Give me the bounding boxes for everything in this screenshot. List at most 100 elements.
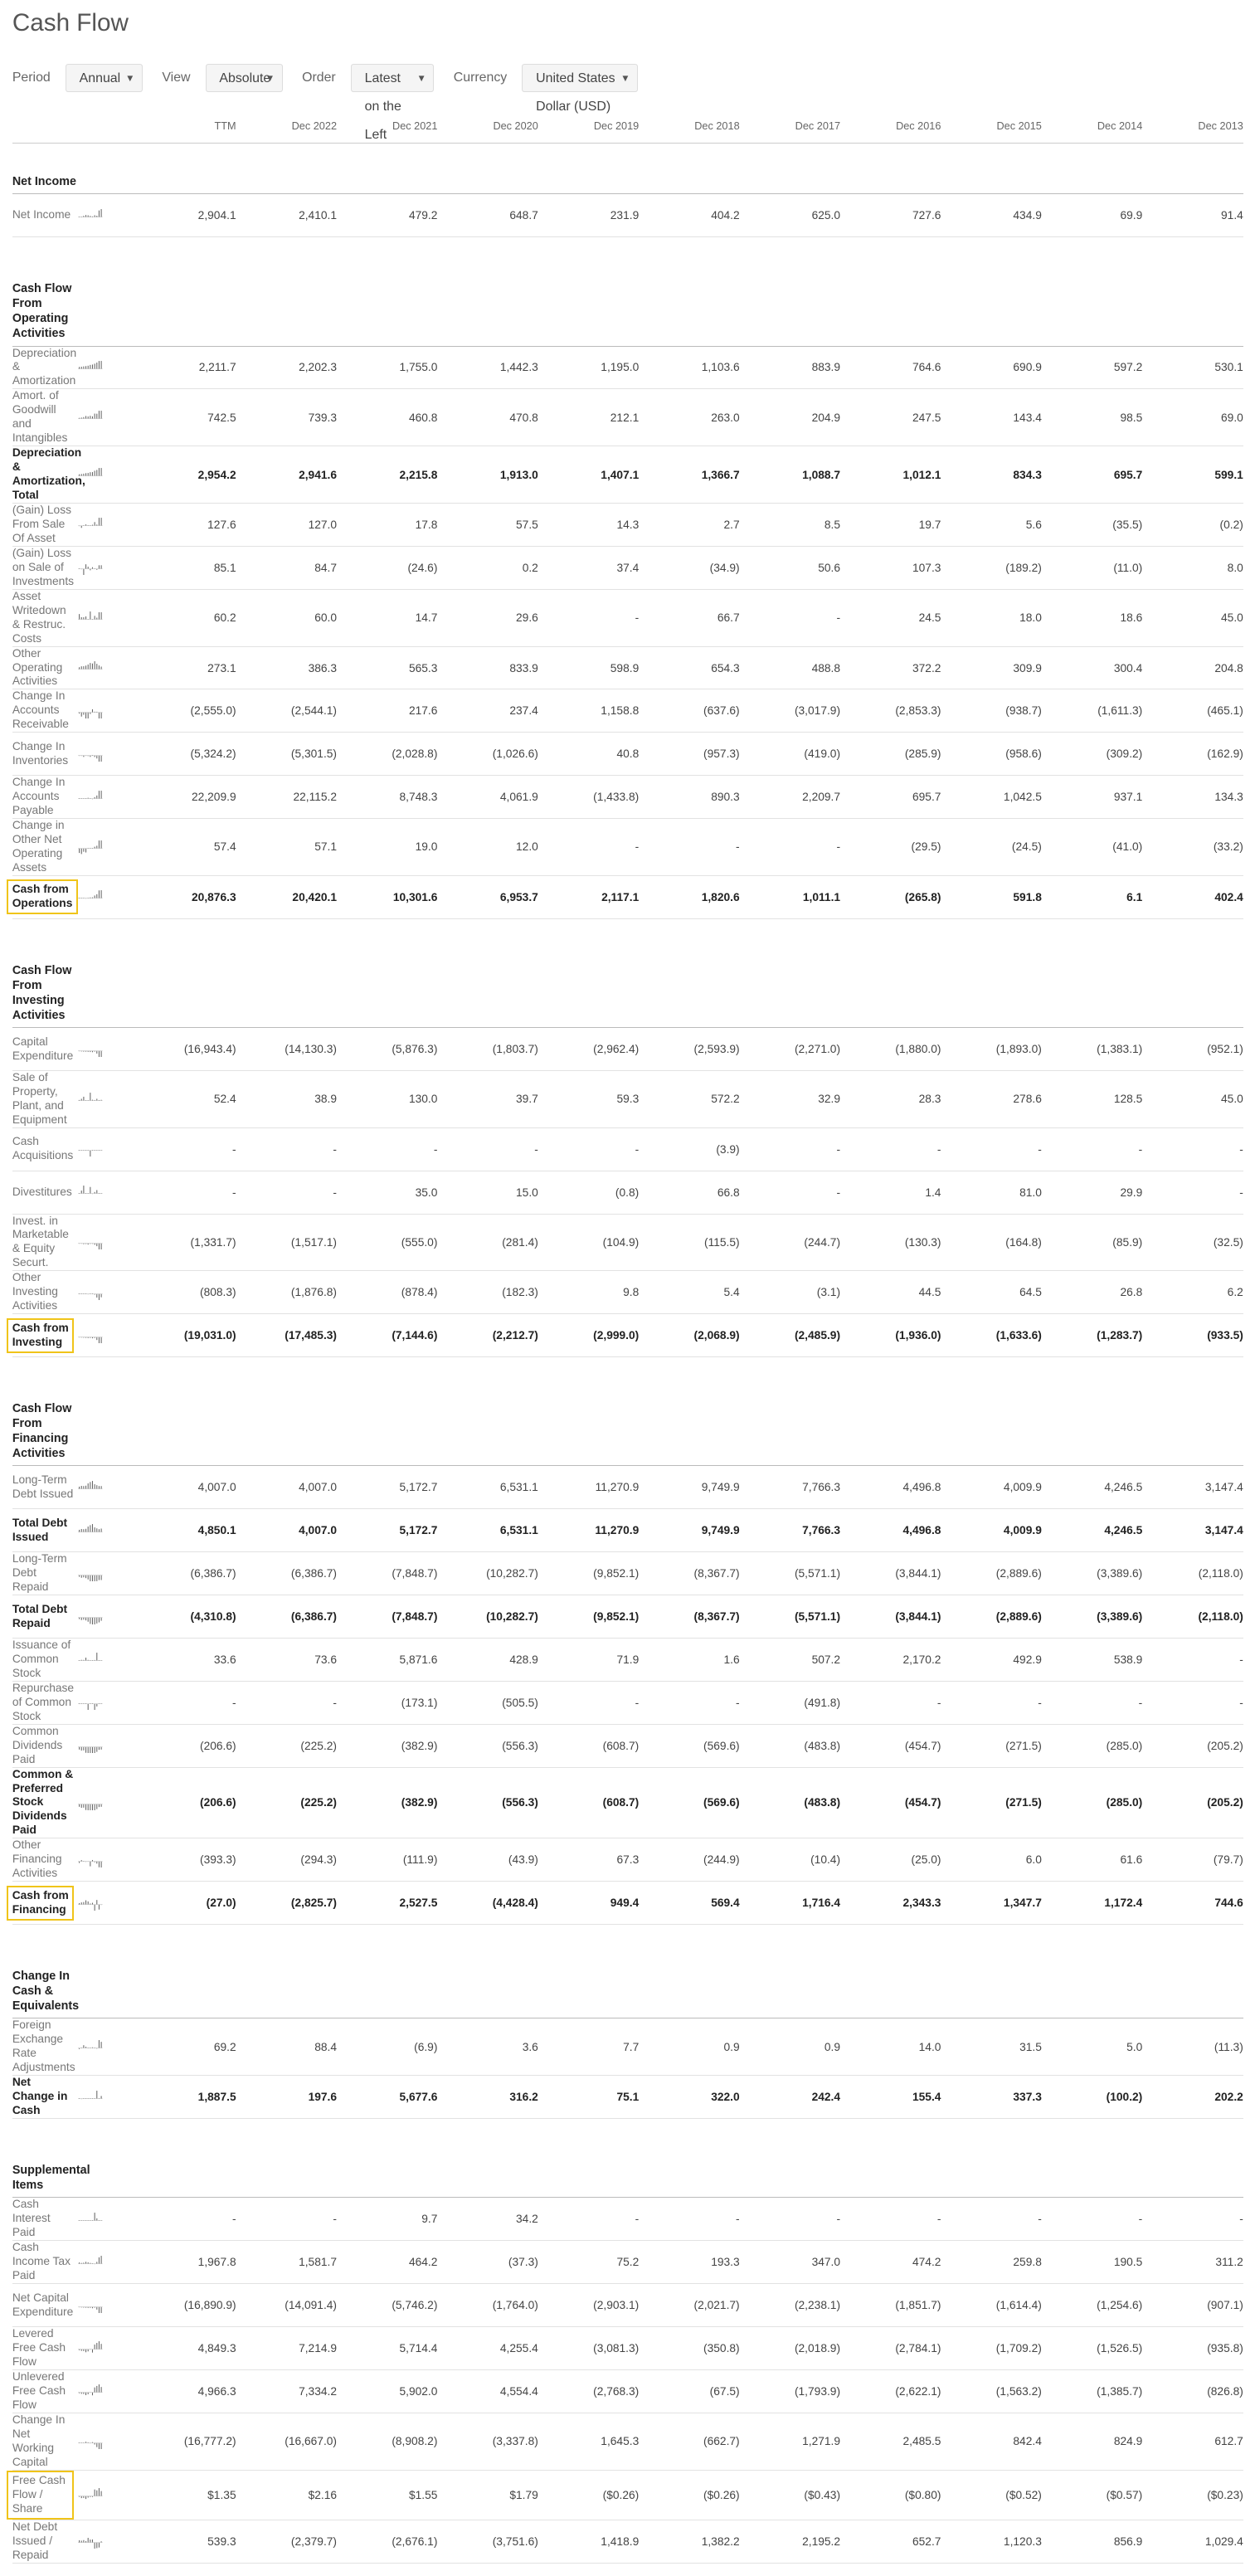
column-header[interactable]: Dec 2018: [639, 114, 740, 144]
column-header[interactable]: Dec 2016: [840, 114, 941, 144]
table-row[interactable]: Other Financing Activities (393.3) (294.3)…: [12, 1838, 1243, 1882]
sparkline-cell[interactable]: [78, 1171, 136, 1215]
sparkline-cell[interactable]: [78, 646, 136, 690]
sparkline-cell[interactable]: [78, 818, 136, 876]
table-row[interactable]: Foreign Exchange Rate Adjustments 69.2 88.…: [12, 2018, 1243, 2077]
view-dropdown[interactable]: Absolute ▼: [205, 63, 283, 92]
value-cell: 2,215.8: [337, 446, 438, 504]
table-row[interactable]: Repurchase of Common Stock - - (173.1) (505.…: [12, 1681, 1243, 1725]
column-header[interactable]: Dec 2022: [236, 114, 338, 144]
table-row[interactable]: Cash from Financing (27.0) (2,825.7) 2,527.…: [7, 1881, 1243, 1926]
table-row[interactable]: Cash Interest Paid - -9.7 34.2- - - - - - -: [12, 2197, 1243, 2242]
table-row[interactable]: Net Income 2,904.1 2,410.1 479.2 648.7 231.9 4…: [12, 193, 1243, 238]
table-row[interactable]: (Gain) Loss on Sale of Investments 85.1 84…: [12, 546, 1243, 590]
table-row[interactable]: Invest. in Marketable & Equity Securt. (1…: [12, 1214, 1243, 1272]
table-row[interactable]: Other Investing Activities (808.3) (1,876.…: [12, 1270, 1243, 1315]
sparkline-cell[interactable]: [78, 388, 136, 447]
sparkline-chart: [78, 1899, 103, 1911]
sparkline-cell[interactable]: [78, 1465, 136, 1510]
sparkline-cell[interactable]: [78, 2470, 136, 2520]
sparkline-cell[interactable]: [78, 875, 136, 919]
table-row[interactable]: Capital Expenditure (16,943.4) (14,130.3)(…: [12, 1027, 1243, 1071]
table-row[interactable]: Long-Term Debt Issued 4,007.0 4,007.0 5,172…: [12, 1465, 1243, 1510]
sparkline-cell[interactable]: [78, 1838, 136, 1882]
table-row[interactable]: Depreciation & Amortization 2,211.7 2,202.…: [12, 346, 1243, 390]
sparkline-cell[interactable]: [78, 1270, 136, 1315]
sparkline-cell[interactable]: [78, 2413, 136, 2471]
column-header[interactable]: Dec 2015: [941, 114, 1042, 144]
sparkline-cell[interactable]: [78, 503, 136, 547]
sparkline-cell[interactable]: [78, 1595, 136, 1639]
table-row[interactable]: Asset Writedown & Restruc. Costs 60.2 60.0…: [12, 589, 1243, 647]
table-row[interactable]: Change In Accounts Receivable (2,555.0) (2…: [12, 689, 1243, 733]
table-row[interactable]: (Gain) Loss From Sale Of Asset 127.6 127.0…: [12, 503, 1243, 547]
table-row[interactable]: Total Debt Issued 4,850.1 4,007.0 5,172.7 6,…: [12, 1508, 1243, 1553]
sparkline-cell[interactable]: [78, 732, 136, 777]
sparkline-cell[interactable]: [78, 346, 136, 390]
sparkline-cell[interactable]: [78, 1070, 136, 1128]
table-row[interactable]: Cash Income Tax Paid 1,967.8 1,581.7 464.2(…: [12, 2240, 1243, 2285]
sparkline-cell[interactable]: [78, 2240, 136, 2285]
sparkline-cell[interactable]: [78, 1313, 136, 1358]
sparkline-cell[interactable]: [78, 775, 136, 820]
column-header[interactable]: TTM: [135, 114, 236, 144]
sparkline-cell[interactable]: [78, 193, 136, 238]
column-header[interactable]: Dec 2013: [1142, 114, 1243, 144]
table-row[interactable]: Cash from Operations 20,876.3 20,420.1 10,3…: [7, 875, 1243, 919]
sparkline-cell[interactable]: [78, 2075, 136, 2120]
sparkline-cell[interactable]: [78, 2369, 136, 2413]
sparkline-cell[interactable]: [78, 1638, 136, 1682]
sparkline-cell[interactable]: [78, 1508, 136, 1553]
table-row[interactable]: Long-Term Debt Repaid (6,386.7) (6,386.7)(…: [12, 1551, 1243, 1596]
value-cell: 50.6: [739, 546, 841, 590]
sparkline-cell[interactable]: [78, 1881, 136, 1926]
sparkline-cell[interactable]: [78, 1681, 136, 1725]
currency-dropdown[interactable]: United States Dollar (USD) ▼: [522, 63, 639, 114]
table-row[interactable]: Divestitures - -35.0 15.0 (0.8) 66.8-1.4 81.0 2…: [12, 1171, 1243, 1215]
table-row[interactable]: Change In Accounts Payable 22,209.9 22,115…: [12, 775, 1243, 820]
sparkline-cell[interactable]: [78, 1551, 136, 1596]
period-dropdown[interactable]: Annual ▼: [65, 63, 143, 92]
table-row[interactable]: Common Dividends Paid (206.6) (225.2) (382.…: [12, 1724, 1243, 1768]
sparkline-cell[interactable]: [78, 2520, 136, 2564]
table-row[interactable]: Unlevered Free Cash Flow 4,966.3 7,334.2 5,…: [12, 2369, 1243, 2413]
table-row[interactable]: Cash from Investing (19,031.0) (17,485.3)(…: [7, 1313, 1243, 1358]
sparkline-cell[interactable]: [78, 2326, 136, 2370]
column-header[interactable]: Dec 2014: [1041, 114, 1143, 144]
table-row[interactable]: Net Change in Cash 1,887.5 197.6 5,677.6 316…: [12, 2075, 1243, 2120]
table-row[interactable]: Other Operating Activities 273.1 386.3 565.…: [12, 646, 1243, 690]
sparkline-cell[interactable]: [78, 1767, 136, 1839]
sparkline-cell[interactable]: [78, 589, 136, 647]
sparkline-cell[interactable]: [78, 689, 136, 733]
table-row[interactable]: Change in Other Net Operating Assets 57.4…: [12, 818, 1243, 876]
table-row[interactable]: Change In Net Working Capital (16,777.2)(…: [12, 2413, 1243, 2471]
order-dropdown[interactable]: Latest on the Left ▼: [350, 63, 435, 142]
table-row[interactable]: Change In Inventories (5,324.2) (5,301.5)(…: [12, 732, 1243, 777]
table-row[interactable]: Sale of Property, Plant, and Equipment 52…: [12, 1070, 1243, 1128]
sparkline-bar: [90, 2097, 91, 2099]
table-row[interactable]: Common & Preferred Stock Dividends Paid (…: [12, 1767, 1243, 1839]
value-cell: (608.7): [538, 1767, 640, 1839]
sparkline-cell[interactable]: [78, 1214, 136, 1272]
table-row[interactable]: Net Capital Expenditure (16,890.9) (14,091…: [12, 2283, 1243, 2328]
table-row[interactable]: Issuance of Common Stock 33.6 73.6 5,871.6 4…: [12, 1638, 1243, 1682]
sparkline-cell[interactable]: [78, 2197, 136, 2242]
column-header[interactable]: Dec 2019: [538, 114, 640, 144]
sparkline-cell[interactable]: [78, 2283, 136, 2328]
table-row[interactable]: Total Debt Repaid (4,310.8) (6,386.7) (7,84…: [12, 1595, 1243, 1639]
sparkline-cell[interactable]: [78, 2018, 136, 2077]
table-row[interactable]: Amort. of Goodwill and Intangibles 742.5 7…: [12, 388, 1243, 447]
column-header[interactable]: Dec 2017: [739, 114, 841, 144]
table-row[interactable]: Cash Acquisitions - - - - - (3.9) - - - - -: [12, 1127, 1243, 1171]
sparkline-cell[interactable]: [78, 1027, 136, 1071]
table-row[interactable]: Levered Free Cash Flow 4,849.3 7,214.9 5,71…: [12, 2326, 1243, 2370]
table-row[interactable]: Net Debt Issued / Repaid 539.3 (2,379.7) (2…: [12, 2520, 1243, 2564]
column-header[interactable]: Dec 2020: [437, 114, 538, 144]
sparkline-cell[interactable]: [78, 546, 136, 590]
column-header[interactable]: Dec 2021: [337, 114, 438, 144]
sparkline-cell[interactable]: [78, 1127, 136, 1171]
table-row[interactable]: Free Cash Flow / Share $1.35 $2.16 $1.55 $1.…: [7, 2470, 1243, 2520]
sparkline-cell[interactable]: [78, 446, 136, 504]
table-row[interactable]: Depreciation & Amortization, Total 2,954.…: [12, 446, 1243, 504]
sparkline-cell[interactable]: [78, 1724, 136, 1768]
